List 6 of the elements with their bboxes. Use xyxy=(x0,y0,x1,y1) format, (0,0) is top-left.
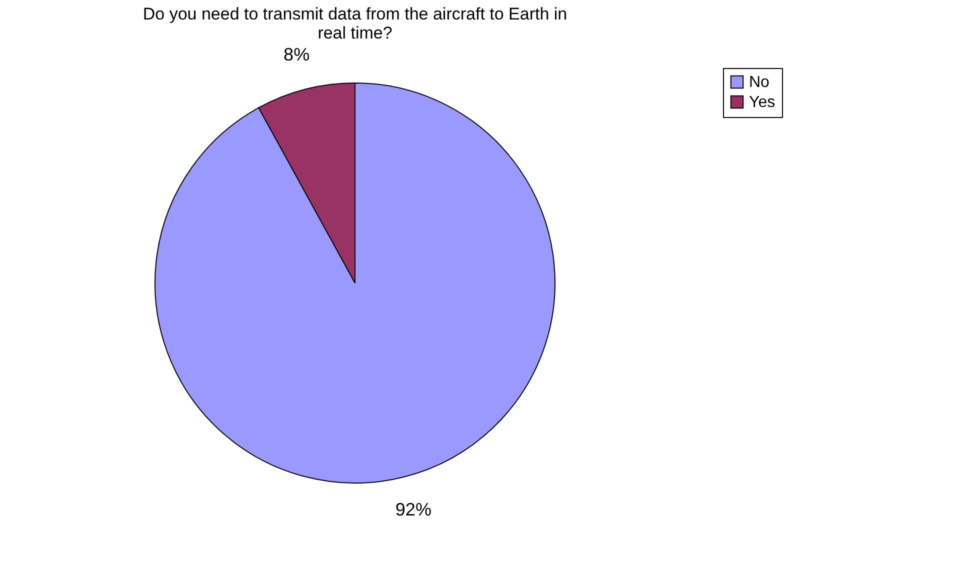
chart-title: Do you need to transmit data from the aircraft to Earth in real time? xyxy=(142,4,568,42)
data-label: 8% xyxy=(284,44,310,64)
pie-slice xyxy=(154,82,556,484)
data-label: 92% xyxy=(395,500,432,520)
legend-label: Yes xyxy=(749,94,776,111)
legend-label: No xyxy=(749,74,770,91)
